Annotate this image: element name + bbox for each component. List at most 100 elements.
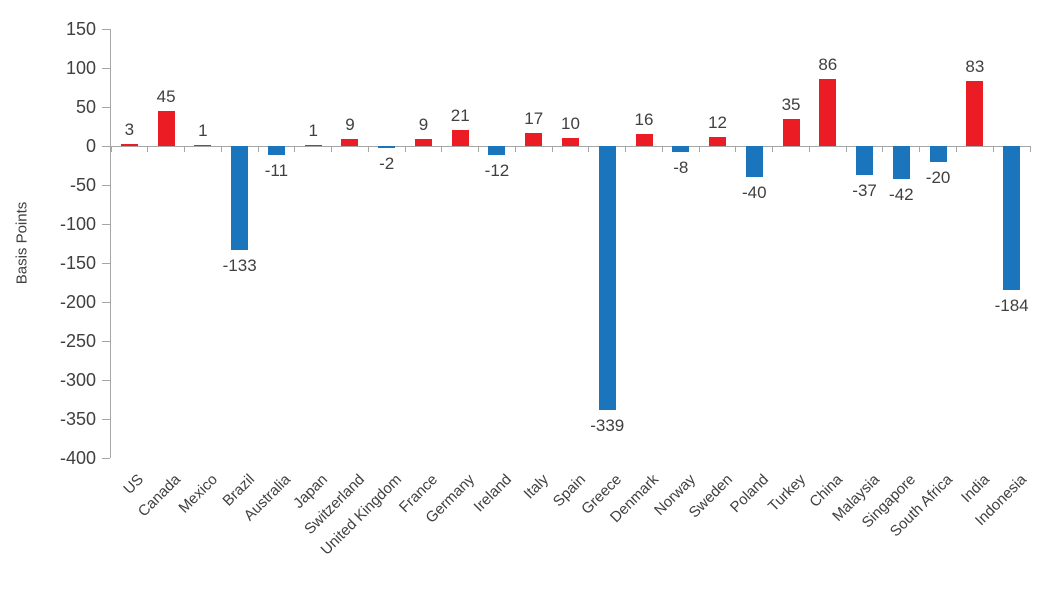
bar	[892, 146, 910, 179]
bar	[635, 133, 653, 146]
y-tick-label: -200	[59, 292, 96, 312]
bar	[451, 129, 469, 146]
bar	[598, 146, 616, 411]
bar	[267, 146, 285, 155]
y-tick-label: 100	[65, 58, 96, 78]
x-axis-tick	[110, 146, 112, 152]
bar-value-label: 12	[708, 112, 727, 132]
y-tick-label: 50	[75, 97, 96, 117]
x-axis-tick	[404, 146, 406, 152]
x-axis-tick	[882, 146, 884, 152]
bar-value-label: -133	[222, 255, 257, 275]
y-tick-label: -300	[59, 370, 96, 390]
x-axis-tick	[257, 146, 259, 152]
y-tick-label: -400	[59, 448, 96, 468]
x-axis-tick	[698, 146, 700, 152]
x-axis-tick	[514, 146, 516, 152]
bar-value-label: -2	[379, 153, 395, 173]
y-tick-label: 0	[85, 136, 96, 156]
bar	[782, 118, 800, 146]
bar	[966, 81, 984, 146]
x-axis-tick	[955, 146, 957, 152]
y-axis-tick	[102, 223, 110, 225]
y-axis-tick	[102, 379, 110, 381]
bar	[745, 146, 763, 178]
y-tick-label: 150	[65, 19, 96, 39]
bar-value-label: 3	[124, 119, 135, 139]
bar-value-label: -40	[742, 183, 767, 203]
bar	[157, 110, 175, 146]
bar-value-label: -184	[994, 295, 1029, 315]
x-axis-tick	[184, 146, 186, 152]
x-axis-tick	[1029, 146, 1031, 152]
bar	[304, 145, 322, 146]
bar	[562, 138, 579, 146]
x-axis-tick	[478, 146, 480, 152]
y-axis-tick	[102, 67, 110, 69]
bar-value-label: 45	[156, 86, 176, 106]
bar	[856, 146, 874, 175]
x-axis-line	[111, 145, 1030, 147]
y-axis-line	[110, 29, 111, 458]
plot-area: 150 100 50 0 -50 -100 -150 -200 -250 -300 -350 -400…	[60, 19, 1031, 558]
x-axis-tick	[441, 146, 443, 152]
bar-value-label: -11	[264, 160, 289, 180]
x-axis-tick	[220, 146, 222, 152]
bar	[194, 145, 212, 146]
y-axis-tick	[102, 301, 110, 303]
bar	[488, 146, 506, 156]
y-tick-label: -150	[59, 253, 96, 273]
x-axis-tick	[808, 146, 810, 152]
bar-value-label: 10	[561, 114, 580, 134]
bar-value-label: -37	[852, 180, 877, 200]
y-tick-label: -50	[69, 175, 96, 195]
bar	[709, 136, 727, 146]
bar-value-label: 17	[524, 108, 544, 128]
bar	[1003, 146, 1021, 290]
x-axis-tick	[367, 146, 369, 152]
x-axis-tick	[588, 146, 590, 152]
bar	[929, 146, 947, 162]
bar-value-label: -8	[673, 158, 689, 178]
y-tick-label: -250	[59, 331, 96, 351]
bar-value-label: 21	[450, 105, 470, 125]
x-axis-tick	[661, 146, 663, 152]
x-axis-tick	[625, 146, 627, 152]
bar-value-label: 1	[198, 121, 208, 140]
y-axis-tick	[102, 457, 110, 459]
bar-value-label: -339	[590, 416, 625, 436]
y-axis-tick	[102, 28, 110, 30]
bar-value-label: 9	[345, 114, 355, 134]
bar-value-label: -42	[889, 184, 914, 204]
bar-value-label: 35	[781, 94, 801, 114]
y-tick-label: -100	[59, 214, 96, 234]
bar-value-label: -12	[484, 161, 510, 181]
y-axis-tick	[102, 262, 110, 264]
bar	[672, 146, 690, 153]
bar	[525, 132, 543, 146]
x-axis-tick	[919, 146, 921, 152]
bar-value-label: 86	[818, 54, 838, 74]
y-axis-tick	[102, 184, 110, 186]
bar-value-label: 9	[418, 114, 429, 134]
y-tick-label: -350	[59, 409, 96, 429]
y-axis-tick	[102, 340, 110, 342]
x-axis-tick	[294, 146, 296, 152]
x-axis-tick	[147, 146, 149, 152]
bar	[378, 146, 396, 148]
bar	[231, 146, 249, 250]
x-axis-tick	[735, 146, 737, 152]
bar	[819, 78, 837, 146]
bar-value-label: 16	[634, 109, 654, 129]
bar	[414, 138, 432, 146]
bar-value-label: 1	[308, 121, 318, 140]
x-axis-tick	[845, 146, 847, 152]
y-axis-tick	[102, 106, 110, 108]
x-axis-tick	[772, 146, 774, 152]
y-axis-tick	[102, 145, 110, 147]
bar	[120, 143, 138, 146]
x-axis-tick	[551, 146, 553, 152]
x-axis-tick	[331, 146, 333, 152]
y-axis-tick	[102, 418, 110, 420]
